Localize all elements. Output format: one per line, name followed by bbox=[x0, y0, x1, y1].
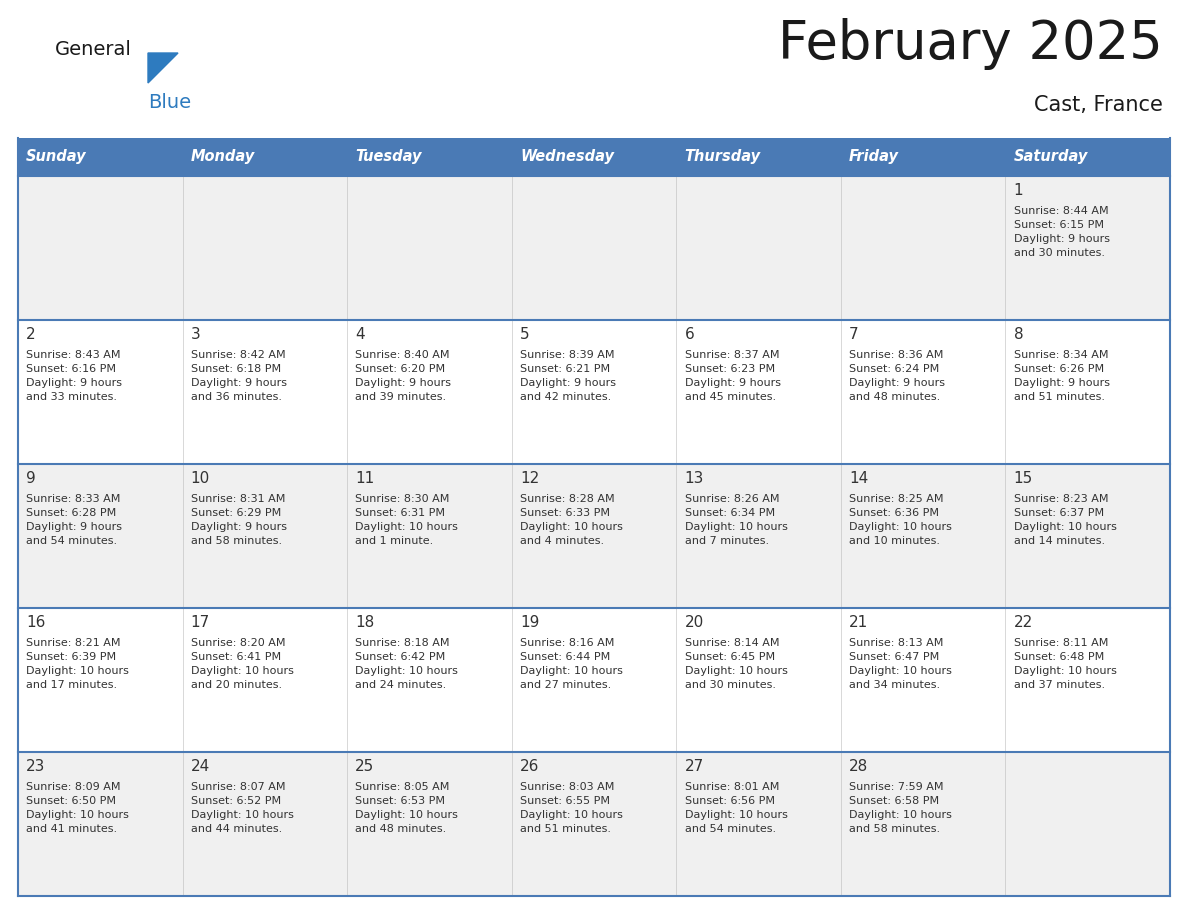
Text: Sunrise: 8:11 AM
Sunset: 6:48 PM
Daylight: 10 hours
and 37 minutes.: Sunrise: 8:11 AM Sunset: 6:48 PM Dayligh… bbox=[1013, 638, 1117, 690]
Text: Sunrise: 8:30 AM
Sunset: 6:31 PM
Daylight: 10 hours
and 1 minute.: Sunrise: 8:30 AM Sunset: 6:31 PM Dayligh… bbox=[355, 494, 459, 546]
Text: Sunrise: 8:14 AM
Sunset: 6:45 PM
Daylight: 10 hours
and 30 minutes.: Sunrise: 8:14 AM Sunset: 6:45 PM Dayligh… bbox=[684, 638, 788, 690]
Text: Sunrise: 8:25 AM
Sunset: 6:36 PM
Daylight: 10 hours
and 10 minutes.: Sunrise: 8:25 AM Sunset: 6:36 PM Dayligh… bbox=[849, 494, 952, 546]
Bar bbox=[18, 176, 1170, 320]
Text: Sunrise: 8:07 AM
Sunset: 6:52 PM
Daylight: 10 hours
and 44 minutes.: Sunrise: 8:07 AM Sunset: 6:52 PM Dayligh… bbox=[191, 782, 293, 834]
Text: Sunrise: 8:37 AM
Sunset: 6:23 PM
Daylight: 9 hours
and 45 minutes.: Sunrise: 8:37 AM Sunset: 6:23 PM Dayligh… bbox=[684, 350, 781, 402]
Text: 14: 14 bbox=[849, 471, 868, 486]
Bar bbox=[18, 138, 183, 176]
Text: 2: 2 bbox=[26, 327, 36, 342]
Text: 6: 6 bbox=[684, 327, 694, 342]
Text: 12: 12 bbox=[520, 471, 539, 486]
Text: Sunrise: 8:09 AM
Sunset: 6:50 PM
Daylight: 10 hours
and 41 minutes.: Sunrise: 8:09 AM Sunset: 6:50 PM Dayligh… bbox=[26, 782, 129, 834]
Bar bbox=[18, 464, 1170, 608]
Text: 15: 15 bbox=[1013, 471, 1032, 486]
Text: Sunrise: 8:18 AM
Sunset: 6:42 PM
Daylight: 10 hours
and 24 minutes.: Sunrise: 8:18 AM Sunset: 6:42 PM Dayligh… bbox=[355, 638, 459, 690]
Text: 25: 25 bbox=[355, 759, 374, 774]
Text: 24: 24 bbox=[191, 759, 210, 774]
Text: 16: 16 bbox=[26, 615, 45, 630]
Bar bbox=[347, 138, 512, 176]
Text: 23: 23 bbox=[26, 759, 45, 774]
Text: 19: 19 bbox=[520, 615, 539, 630]
Text: Sunrise: 8:34 AM
Sunset: 6:26 PM
Daylight: 9 hours
and 51 minutes.: Sunrise: 8:34 AM Sunset: 6:26 PM Dayligh… bbox=[1013, 350, 1110, 402]
Text: 1: 1 bbox=[1013, 183, 1023, 198]
Text: 13: 13 bbox=[684, 471, 703, 486]
Text: Sunrise: 8:26 AM
Sunset: 6:34 PM
Daylight: 10 hours
and 7 minutes.: Sunrise: 8:26 AM Sunset: 6:34 PM Dayligh… bbox=[684, 494, 788, 546]
Text: Sunrise: 8:21 AM
Sunset: 6:39 PM
Daylight: 10 hours
and 17 minutes.: Sunrise: 8:21 AM Sunset: 6:39 PM Dayligh… bbox=[26, 638, 129, 690]
Text: Sunrise: 8:16 AM
Sunset: 6:44 PM
Daylight: 10 hours
and 27 minutes.: Sunrise: 8:16 AM Sunset: 6:44 PM Dayligh… bbox=[520, 638, 623, 690]
Text: Sunrise: 8:23 AM
Sunset: 6:37 PM
Daylight: 10 hours
and 14 minutes.: Sunrise: 8:23 AM Sunset: 6:37 PM Dayligh… bbox=[1013, 494, 1117, 546]
Text: Sunrise: 8:13 AM
Sunset: 6:47 PM
Daylight: 10 hours
and 34 minutes.: Sunrise: 8:13 AM Sunset: 6:47 PM Dayligh… bbox=[849, 638, 952, 690]
Bar bbox=[18, 752, 1170, 896]
Text: Friday: Friday bbox=[849, 150, 899, 164]
Text: Sunrise: 8:05 AM
Sunset: 6:53 PM
Daylight: 10 hours
and 48 minutes.: Sunrise: 8:05 AM Sunset: 6:53 PM Dayligh… bbox=[355, 782, 459, 834]
Text: Sunrise: 8:31 AM
Sunset: 6:29 PM
Daylight: 9 hours
and 58 minutes.: Sunrise: 8:31 AM Sunset: 6:29 PM Dayligh… bbox=[191, 494, 286, 546]
Text: 18: 18 bbox=[355, 615, 374, 630]
Text: Sunrise: 8:44 AM
Sunset: 6:15 PM
Daylight: 9 hours
and 30 minutes.: Sunrise: 8:44 AM Sunset: 6:15 PM Dayligh… bbox=[1013, 206, 1110, 258]
Text: 28: 28 bbox=[849, 759, 868, 774]
Bar bbox=[841, 138, 1005, 176]
Text: Tuesday: Tuesday bbox=[355, 150, 422, 164]
Text: Sunrise: 8:33 AM
Sunset: 6:28 PM
Daylight: 9 hours
and 54 minutes.: Sunrise: 8:33 AM Sunset: 6:28 PM Dayligh… bbox=[26, 494, 122, 546]
Text: Monday: Monday bbox=[191, 150, 255, 164]
Bar bbox=[18, 608, 1170, 752]
Text: 27: 27 bbox=[684, 759, 703, 774]
Text: Sunrise: 8:01 AM
Sunset: 6:56 PM
Daylight: 10 hours
and 54 minutes.: Sunrise: 8:01 AM Sunset: 6:56 PM Dayligh… bbox=[684, 782, 788, 834]
Text: 9: 9 bbox=[26, 471, 36, 486]
Text: Wednesday: Wednesday bbox=[520, 150, 614, 164]
Text: 5: 5 bbox=[520, 327, 530, 342]
Text: Sunrise: 7:59 AM
Sunset: 6:58 PM
Daylight: 10 hours
and 58 minutes.: Sunrise: 7:59 AM Sunset: 6:58 PM Dayligh… bbox=[849, 782, 952, 834]
Bar bbox=[512, 138, 676, 176]
Polygon shape bbox=[148, 53, 178, 83]
Text: Sunrise: 8:20 AM
Sunset: 6:41 PM
Daylight: 10 hours
and 20 minutes.: Sunrise: 8:20 AM Sunset: 6:41 PM Dayligh… bbox=[191, 638, 293, 690]
Text: February 2025: February 2025 bbox=[778, 18, 1163, 70]
Bar bbox=[1005, 138, 1170, 176]
Text: Sunrise: 8:39 AM
Sunset: 6:21 PM
Daylight: 9 hours
and 42 minutes.: Sunrise: 8:39 AM Sunset: 6:21 PM Dayligh… bbox=[520, 350, 615, 402]
Text: 26: 26 bbox=[520, 759, 539, 774]
Text: 7: 7 bbox=[849, 327, 859, 342]
Text: Sunrise: 8:36 AM
Sunset: 6:24 PM
Daylight: 9 hours
and 48 minutes.: Sunrise: 8:36 AM Sunset: 6:24 PM Dayligh… bbox=[849, 350, 946, 402]
Bar bbox=[183, 138, 347, 176]
Text: Cast, France: Cast, France bbox=[1034, 95, 1163, 115]
Bar bbox=[676, 138, 841, 176]
Text: Sunrise: 8:40 AM
Sunset: 6:20 PM
Daylight: 9 hours
and 39 minutes.: Sunrise: 8:40 AM Sunset: 6:20 PM Dayligh… bbox=[355, 350, 451, 402]
Text: Sunday: Sunday bbox=[26, 150, 87, 164]
Text: Sunrise: 8:42 AM
Sunset: 6:18 PM
Daylight: 9 hours
and 36 minutes.: Sunrise: 8:42 AM Sunset: 6:18 PM Dayligh… bbox=[191, 350, 286, 402]
Bar bbox=[18, 320, 1170, 464]
Text: Sunrise: 8:03 AM
Sunset: 6:55 PM
Daylight: 10 hours
and 51 minutes.: Sunrise: 8:03 AM Sunset: 6:55 PM Dayligh… bbox=[520, 782, 623, 834]
Text: 22: 22 bbox=[1013, 615, 1032, 630]
Text: Sunrise: 8:28 AM
Sunset: 6:33 PM
Daylight: 10 hours
and 4 minutes.: Sunrise: 8:28 AM Sunset: 6:33 PM Dayligh… bbox=[520, 494, 623, 546]
Text: 11: 11 bbox=[355, 471, 374, 486]
Text: 17: 17 bbox=[191, 615, 210, 630]
Text: Sunrise: 8:43 AM
Sunset: 6:16 PM
Daylight: 9 hours
and 33 minutes.: Sunrise: 8:43 AM Sunset: 6:16 PM Dayligh… bbox=[26, 350, 122, 402]
Text: 21: 21 bbox=[849, 615, 868, 630]
Text: 20: 20 bbox=[684, 615, 703, 630]
Text: 4: 4 bbox=[355, 327, 365, 342]
Text: Thursday: Thursday bbox=[684, 150, 760, 164]
Text: 8: 8 bbox=[1013, 327, 1023, 342]
Text: Saturday: Saturday bbox=[1013, 150, 1088, 164]
Text: 3: 3 bbox=[191, 327, 201, 342]
Text: General: General bbox=[55, 40, 132, 59]
Text: Blue: Blue bbox=[148, 93, 191, 112]
Text: 10: 10 bbox=[191, 471, 210, 486]
